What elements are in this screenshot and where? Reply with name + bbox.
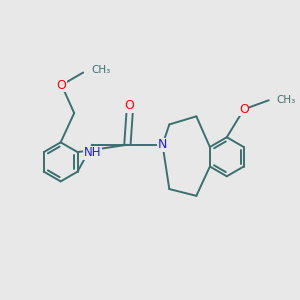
Text: CH₃: CH₃: [91, 65, 111, 75]
Text: O: O: [57, 79, 67, 92]
Text: O: O: [239, 103, 249, 116]
Text: CH₃: CH₃: [277, 95, 296, 105]
Text: N: N: [158, 138, 167, 151]
Text: O: O: [125, 99, 135, 112]
Text: NH: NH: [83, 146, 101, 159]
